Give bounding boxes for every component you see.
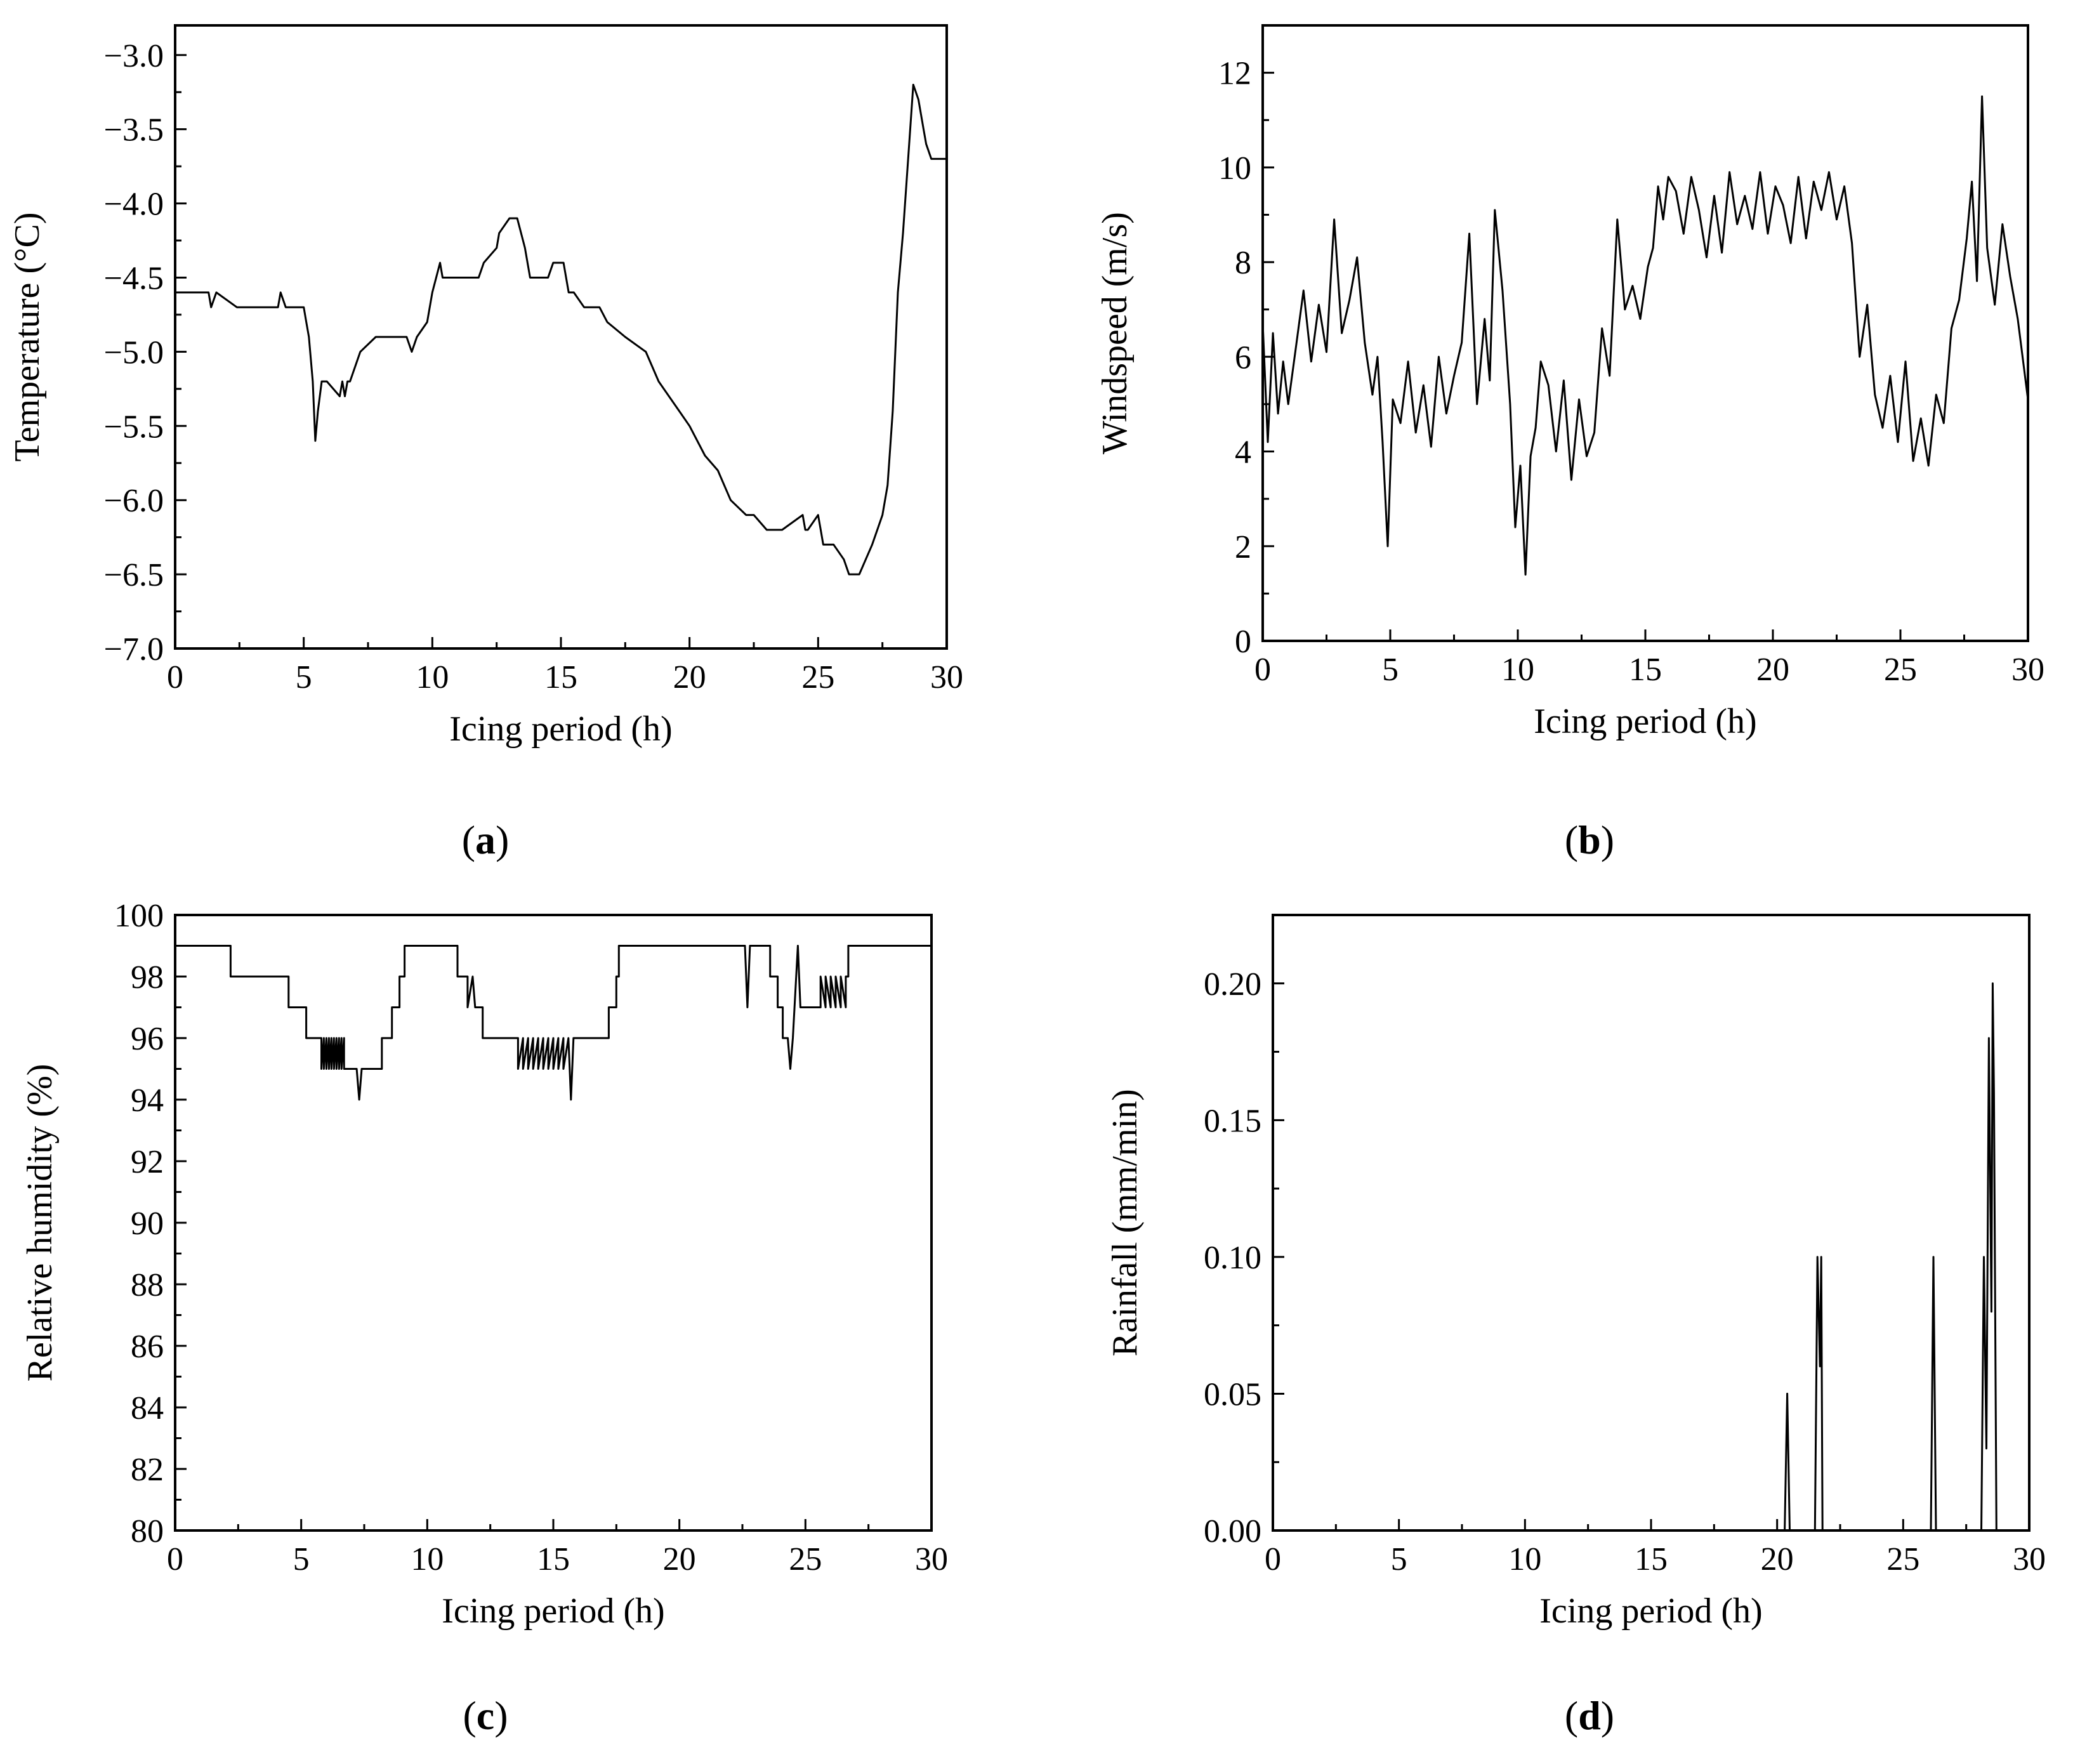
panel-a-x-axis-label: Icing period (h) xyxy=(449,709,672,749)
panel-d-y-tick-label: 0.15 xyxy=(1204,1103,1261,1139)
panel-a-x-tick-label: 15 xyxy=(544,659,577,695)
panel-c-y-axis-label: Relative humidity (%) xyxy=(20,1064,60,1382)
humidity-series xyxy=(175,945,931,1101)
panel-c-x-tick-label: 10 xyxy=(411,1541,444,1577)
panel-d-rainfall: 0 5 10 15 20 25 30 0.00 0.05 0.10 0.15 0.20 Icing p… xyxy=(1105,914,2046,1738)
panel-c-plot-frame xyxy=(174,914,933,1532)
panel-a-y-tick-label: −7.0 xyxy=(104,631,164,668)
panel-a-x-tick-label: 5 xyxy=(296,659,312,695)
panel-c-x-tick-label: 30 xyxy=(915,1541,948,1577)
rainfall-series xyxy=(1273,982,2029,1532)
panel-b-y-tick-label: 8 xyxy=(1235,245,1251,281)
panel-d-y-axis-label: Rainfall (mm/min) xyxy=(1105,1089,1145,1356)
panel-a-y-axis-label: Temperature (°C) xyxy=(8,212,47,461)
panel-d-x-axis-label: Icing period (h) xyxy=(1539,1591,1762,1631)
panel-c-series-line-0 xyxy=(175,945,931,1101)
windspeed-series xyxy=(1261,95,2029,576)
panel-a-series-line-0 xyxy=(175,84,947,576)
panel-c-x-tick-label: 5 xyxy=(293,1541,310,1577)
panel-a-x-tick-label: 0 xyxy=(167,659,183,695)
panel-d-y-tick-label: 0.10 xyxy=(1204,1240,1261,1276)
panel-c-y-tick-label: 92 xyxy=(131,1144,164,1180)
panel-b-y-tick-label: 12 xyxy=(1218,56,1251,92)
panel-d-label: (d) xyxy=(1565,1693,1614,1738)
panel-d-plot-frame xyxy=(1272,914,2031,1532)
panel-b-x-tick-label: 10 xyxy=(1501,652,1534,688)
panel-c-y-tick-label: 96 xyxy=(131,1021,164,1057)
panel-d-x-tick-label: 15 xyxy=(1635,1541,1668,1577)
panel-d-x-tick-label: 5 xyxy=(1391,1541,1407,1577)
panel-a-plot-frame xyxy=(174,24,948,650)
panel-c-x-axis-label: Icing period (h) xyxy=(442,1591,664,1631)
panel-c-x-tick-label: 20 xyxy=(663,1541,696,1577)
panel-a-ticks: 0 5 10 15 20 25 30 −7.0 −6.5 −6.0 −5.5 −5.0 −4.5 −4.0… xyxy=(104,38,963,695)
panel-b-ticks: 0 5 10 15 20 25 30 0 2 4 6 8 10 12 xyxy=(1218,24,2044,688)
panel-b-x-tick-label: 25 xyxy=(1884,652,1917,688)
panel-c-y-tick-label: 82 xyxy=(131,1452,164,1488)
panel-a-y-tick-label: −5.5 xyxy=(104,409,164,445)
panel-d-y-tick-label: 0.20 xyxy=(1204,966,1261,1003)
panel-a-x-tick-label: 20 xyxy=(673,659,706,695)
panel-c-label: (c) xyxy=(463,1693,508,1738)
panel-c-ticks: 0 5 10 15 20 25 30 80 82 84 86 88 90 92 94 96 98 100 xyxy=(114,898,948,1577)
panel-c-y-tick-label: 86 xyxy=(131,1329,164,1365)
panel-a-x-tick-label: 10 xyxy=(416,659,449,695)
panel-c-y-tick-label: 94 xyxy=(131,1083,164,1119)
temperature-series xyxy=(175,84,947,576)
panel-d-x-tick-label: 30 xyxy=(2013,1541,2046,1577)
panel-d-x-tick-label: 0 xyxy=(1265,1541,1281,1577)
panel-c-x-tick-label: 0 xyxy=(167,1541,183,1577)
panel-c-y-tick-label: 80 xyxy=(131,1513,164,1550)
panel-b-x-tick-label: 0 xyxy=(1254,652,1271,688)
panel-b-y-tick-label: 4 xyxy=(1235,435,1251,471)
panel-a-temperature: 0 5 10 15 20 25 30 −7.0 −6.5 −6.0 −5.5 −5.0 −4.5 −4.0… xyxy=(8,24,963,862)
panel-d-x-tick-label: 20 xyxy=(1761,1541,1794,1577)
panel-b-x-axis-label: Icing period (h) xyxy=(1534,702,1756,741)
panel-b-y-tick-label: 10 xyxy=(1218,150,1251,187)
panel-c-y-tick-label: 100 xyxy=(114,898,164,934)
panel-c-y-tick-label: 90 xyxy=(131,1206,164,1242)
panel-a-x-tick-label: 30 xyxy=(930,659,963,695)
panel-b-y-tick-label: 6 xyxy=(1235,339,1251,376)
panel-a-y-tick-label: −4.5 xyxy=(104,260,164,296)
panel-a-label: (a) xyxy=(462,817,510,862)
panel-c-y-tick-label: 84 xyxy=(131,1390,164,1426)
panel-a-y-tick-label: −6.0 xyxy=(104,483,164,519)
panel-a-y-tick-label: −3.0 xyxy=(104,38,164,74)
panel-b-x-tick-label: 20 xyxy=(1756,652,1789,688)
panel-c-y-tick-label: 98 xyxy=(131,959,164,996)
panel-a-y-tick-label: −4.0 xyxy=(104,187,164,223)
panel-d-series-line-0 xyxy=(1273,982,2029,1532)
panel-b-y-axis-label: Windspeed (m/s) xyxy=(1095,212,1135,454)
panel-a-y-tick-label: −5.0 xyxy=(104,334,164,371)
panel-b-windspeed: 0 5 10 15 20 25 30 0 2 4 6 8 10 12 Icing period (h) W… xyxy=(1095,24,2044,862)
panel-d-y-tick-label: 0.00 xyxy=(1204,1513,1261,1550)
panel-c-humidity: 0 5 10 15 20 25 30 80 82 84 86 88 90 92 94 96 98 100 Icin… xyxy=(20,898,948,1738)
panel-c-x-tick-label: 15 xyxy=(537,1541,570,1577)
panel-b-x-tick-label: 15 xyxy=(1629,652,1662,688)
panel-b-y-tick-label: 2 xyxy=(1235,529,1251,565)
panel-a-x-tick-label: 25 xyxy=(801,659,834,695)
panel-b-series-line-0 xyxy=(1261,95,2029,576)
panel-d-ticks: 0 5 10 15 20 25 30 0.00 0.05 0.10 0.15 0.20 xyxy=(1204,914,2046,1577)
panel-b-x-tick-label: 5 xyxy=(1382,652,1399,688)
panel-d-y-tick-label: 0.05 xyxy=(1204,1376,1261,1412)
panel-c-x-tick-label: 25 xyxy=(789,1541,822,1577)
panel-c-y-tick-label: 88 xyxy=(131,1267,164,1303)
panel-a-y-tick-label: −6.5 xyxy=(104,557,164,593)
panel-b-y-tick-label: 0 xyxy=(1235,624,1251,660)
panel-d-x-tick-label: 25 xyxy=(1886,1541,1919,1577)
panel-d-x-tick-label: 10 xyxy=(1508,1541,1541,1577)
panel-b-label: (b) xyxy=(1565,817,1614,862)
panel-b-x-tick-label: 30 xyxy=(2011,652,2044,688)
panel-b-plot-frame xyxy=(1261,24,2029,642)
panel-a-y-tick-label: −3.5 xyxy=(104,112,164,148)
